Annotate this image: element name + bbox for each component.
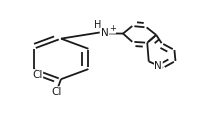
Text: Cl: Cl (52, 87, 62, 97)
Text: Cl: Cl (32, 70, 43, 80)
Text: N: N (155, 61, 162, 71)
Text: N: N (101, 28, 108, 38)
Text: H: H (94, 20, 101, 30)
Text: +: + (109, 24, 116, 33)
